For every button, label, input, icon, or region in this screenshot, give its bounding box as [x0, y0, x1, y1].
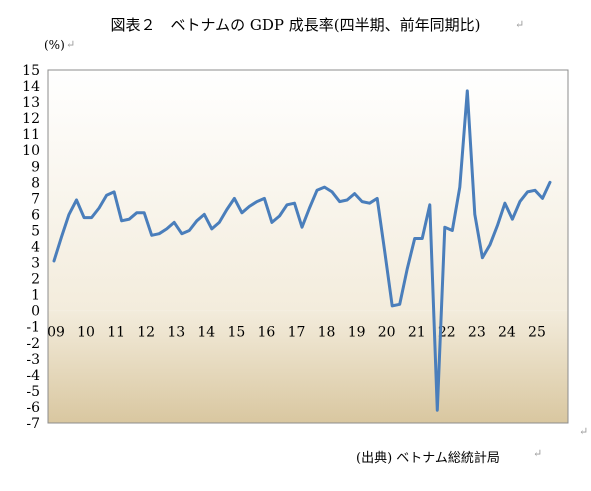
paragraph-mark-icon: ↵ [66, 38, 76, 51]
x-tick-label: 11 [107, 325, 125, 341]
y-tick-label: -6 [26, 400, 40, 416]
x-tick-label: 12 [137, 325, 155, 341]
x-tick-label: 25 [528, 325, 546, 341]
x-tick-label: 24 [498, 325, 516, 341]
y-tick-label: 4 [31, 240, 40, 256]
y-tick-label: 1 [31, 288, 40, 304]
x-tick-label: 13 [167, 325, 185, 341]
y-tick-label: 6 [31, 207, 40, 223]
plot-background-negative [48, 310, 568, 423]
y-tick-label: 12 [22, 111, 40, 127]
plot-background-positive [48, 70, 568, 311]
x-tick-label: 20 [378, 325, 396, 341]
x-tick-label: 21 [408, 325, 426, 341]
paragraph-mark-icon: ↵ [579, 425, 589, 438]
y-tick-label: -7 [26, 416, 40, 432]
paragraph-mark-icon: ↵ [533, 447, 543, 460]
source-note: (出典) ベトナム総統計局 [356, 451, 500, 466]
y-tick-label: -1 [26, 320, 40, 336]
y-tick-label: 2 [31, 272, 40, 288]
plot-frame [47, 69, 569, 424]
y-tick-label: 15 [22, 63, 40, 79]
x-tick-label: 09 [47, 325, 65, 341]
y-tick-label: -2 [26, 336, 40, 352]
y-tick-label: -3 [26, 352, 40, 368]
y-tick-label: 5 [31, 223, 40, 239]
y-tick-label: 7 [31, 191, 40, 207]
x-tick-label: 17 [288, 325, 306, 341]
y-tick-label: -4 [26, 368, 40, 384]
y-axis-unit-label: (%) [44, 38, 65, 52]
y-tick-label: 9 [31, 159, 40, 175]
x-tick-label: 14 [197, 325, 215, 341]
y-tick-label: 0 [31, 304, 40, 320]
y-tick-label: 14 [22, 79, 40, 95]
x-tick-label: 16 [258, 325, 276, 341]
chart-title: 図表２ ベトナムの GDP 成長率(四半期、前年同期比) [110, 16, 481, 34]
paragraph-mark-icon: ↵ [515, 18, 525, 31]
y-tick-label: 13 [22, 95, 40, 111]
y-tick-label: 11 [22, 127, 40, 143]
y-tick-label: -5 [26, 384, 40, 400]
x-tick-label: 10 [77, 325, 95, 341]
x-tick-label: 22 [438, 325, 456, 341]
y-tick-label: 10 [22, 143, 40, 159]
y-tick-label: 8 [31, 175, 40, 191]
x-tick-label: 18 [318, 325, 336, 341]
x-tick-label: 19 [348, 325, 366, 341]
x-tick-label: 15 [227, 325, 245, 341]
x-tick-label: 23 [468, 325, 486, 341]
gdp-growth-line [52, 89, 552, 412]
x-axis-ticks: 09 10 11 12 13 14 15 16 17 18 19 20 21 22 23 24 25 [47, 325, 546, 341]
y-tick-label: 3 [31, 256, 40, 272]
